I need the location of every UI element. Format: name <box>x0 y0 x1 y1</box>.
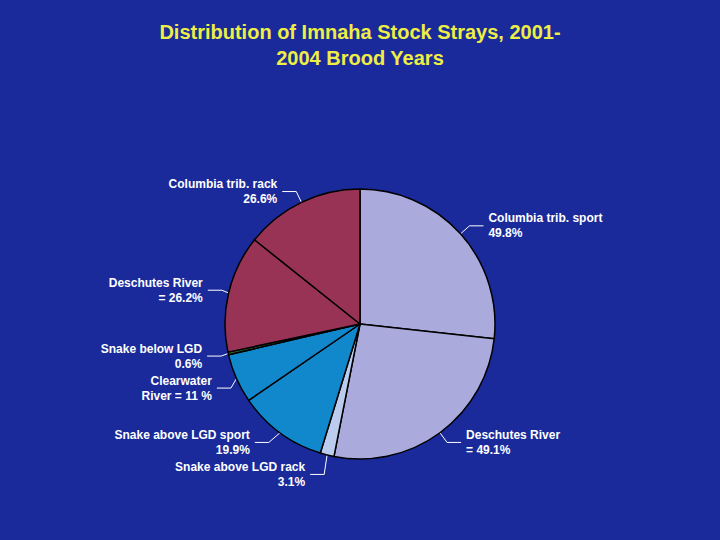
svg-text:Distribution of Imnaha Stock S: Distribution of Imnaha Stock Strays, 200… <box>159 21 560 43</box>
svg-text:19.9%: 19.9% <box>216 443 250 457</box>
svg-text:Columbia trib. sport: Columbia trib. sport <box>488 211 602 225</box>
svg-text:Snake above LGD rack: Snake above LGD rack <box>175 460 305 474</box>
svg-text:2004 Brood Years: 2004 Brood Years <box>276 47 444 69</box>
svg-text:49.8%: 49.8% <box>488 226 522 240</box>
svg-text:River = 11 %: River = 11 % <box>141 389 212 403</box>
svg-text:Deschutes River: Deschutes River <box>466 428 560 442</box>
svg-text:Columbia trib. rack: Columbia trib. rack <box>169 177 278 191</box>
svg-text:= 26.2%: = 26.2% <box>158 291 203 305</box>
svg-text:Deschutes River: Deschutes River <box>109 276 203 290</box>
svg-text:Clearwater: Clearwater <box>151 374 213 388</box>
svg-text:Snake below LGD: Snake below LGD <box>101 342 203 356</box>
svg-text:26.6%: 26.6% <box>243 192 277 206</box>
svg-text:0.6%: 0.6% <box>175 357 203 371</box>
svg-text:= 49.1%: = 49.1% <box>466 443 511 457</box>
svg-text:Snake above LGD sport: Snake above LGD sport <box>114 428 249 442</box>
svg-text:3.1%: 3.1% <box>278 475 306 489</box>
